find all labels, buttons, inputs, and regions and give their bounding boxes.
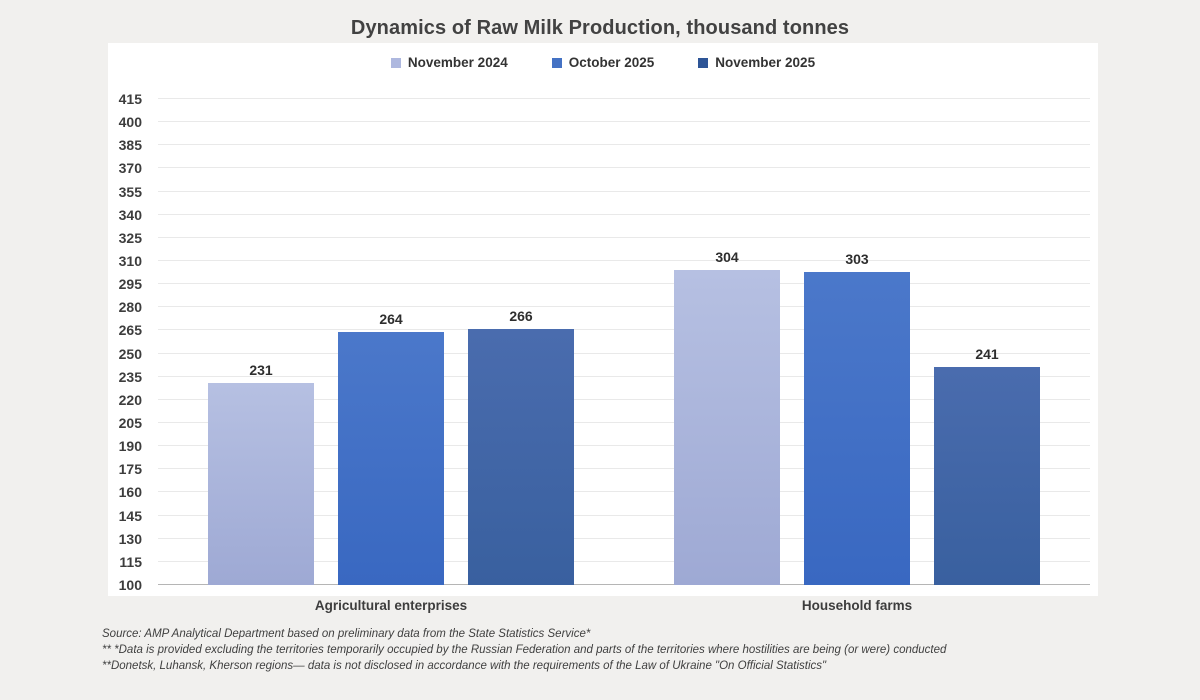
gridline (158, 422, 1090, 424)
data-label-october-2025-household-farms: 303 (845, 250, 869, 267)
y-tick-label: 205 (118, 415, 142, 432)
y-tick-label: 145 (118, 507, 142, 524)
y-tick-label: 175 (118, 461, 142, 478)
gridline (158, 329, 1090, 331)
legend-item-november-2024: November 2024 (390, 55, 508, 70)
legend-label: November 2025 (715, 55, 816, 70)
gridline (158, 398, 1090, 400)
legend: November 2024 October 2025 November 2025 (108, 55, 1098, 70)
y-tick-label: 115 (119, 553, 142, 570)
y-tick-label: 295 (118, 276, 142, 293)
gridline (158, 514, 1090, 516)
gridline (158, 121, 1090, 123)
y-tick-label: 415 (118, 91, 142, 107)
y-tick-label: 130 (118, 530, 142, 547)
plot-area: 100 115 130 145 160 175 190 205 220 235 250 265 280 2… (119, 91, 1090, 593)
legend-item-october-2025: October 2025 (551, 55, 655, 70)
gridline (158, 306, 1090, 308)
gridline (158, 260, 1090, 262)
legend-swatch-october-2025 (551, 57, 562, 68)
y-tick-label: 250 (118, 345, 142, 362)
y-tick-label: 310 (118, 253, 142, 270)
y-tick-label: 220 (118, 391, 142, 408)
y-tick-label: 280 (118, 299, 142, 316)
gridline (158, 236, 1090, 238)
chart-title: Dynamics of Raw Milk Production, thousan… (350, 17, 850, 39)
gridline (158, 190, 1090, 192)
y-tick-label: 340 (118, 206, 142, 223)
gridline (158, 213, 1090, 215)
footnote-source: Source: AMP Analytical Department based … (102, 628, 591, 640)
legend-swatch-november-2025 (698, 57, 709, 68)
x-axis-line (158, 584, 1090, 585)
gridline (158, 445, 1090, 447)
gridline (158, 144, 1090, 146)
gridline (158, 468, 1090, 470)
x-category-label-agricultural-enterprises: Agricultural enterprises (314, 598, 468, 613)
y-tick-label: 370 (118, 160, 142, 177)
data-label-november-2025-agricultural-enterprises: 266 (509, 307, 533, 324)
bar-october-2025-agricultural-enterprises (338, 331, 444, 585)
y-tick-label: 235 (118, 368, 142, 385)
legend-label: November 2024 (407, 55, 508, 70)
gridline (158, 352, 1090, 354)
y-tick-label: 265 (118, 322, 142, 339)
gridline (158, 167, 1090, 169)
gridline (158, 375, 1090, 377)
gridline (158, 537, 1090, 539)
y-tick-label: 385 (118, 137, 142, 154)
legend-swatch-november-2024 (390, 57, 401, 68)
data-label-november-2024-agricultural-enterprises: 231 (249, 361, 273, 378)
chart-card: November 2024 October 2025 November 2025 1… (108, 43, 1098, 596)
legend-label: October 2025 (568, 55, 655, 70)
y-tick-label: 355 (118, 183, 142, 200)
bar-november-2025-household-farms (934, 367, 1040, 585)
gridline (158, 560, 1090, 562)
y-tick-label: 160 (118, 484, 142, 501)
gridline (158, 98, 1090, 99)
y-tick-label: 190 (118, 438, 142, 455)
gridline (158, 491, 1090, 493)
gridline (158, 283, 1090, 285)
legend-item-november-2025: November 2025 (698, 55, 815, 70)
data-label-october-2025-agricultural-enterprises: 264 (379, 310, 403, 327)
bar-october-2025-household-farms (804, 271, 910, 585)
y-tick-label: 100 (118, 577, 142, 593)
data-label-november-2024-household-farms: 304 (715, 249, 739, 266)
data-label-november-2025-household-farms: 241 (975, 346, 999, 363)
bar-november-2025-agricultural-enterprises (468, 328, 574, 585)
bar-november-2024-agricultural-enterprises (208, 382, 314, 585)
footnote-regions: **Donetsk, Luhansk, Kherson regions— dat… (102, 660, 827, 672)
y-tick-label: 325 (118, 229, 142, 246)
y-tick-label: 400 (118, 114, 142, 131)
footnotes: Source: AMP Analytical Department based … (102, 626, 946, 674)
x-axis-labels: Agricultural enterprises Household farms (158, 598, 1090, 613)
bar-november-2024-household-farms (674, 270, 780, 585)
footnote-territories: ** *Data is provided excluding the terri… (102, 644, 947, 656)
x-category-label-household-farms: Household farms (801, 598, 913, 613)
